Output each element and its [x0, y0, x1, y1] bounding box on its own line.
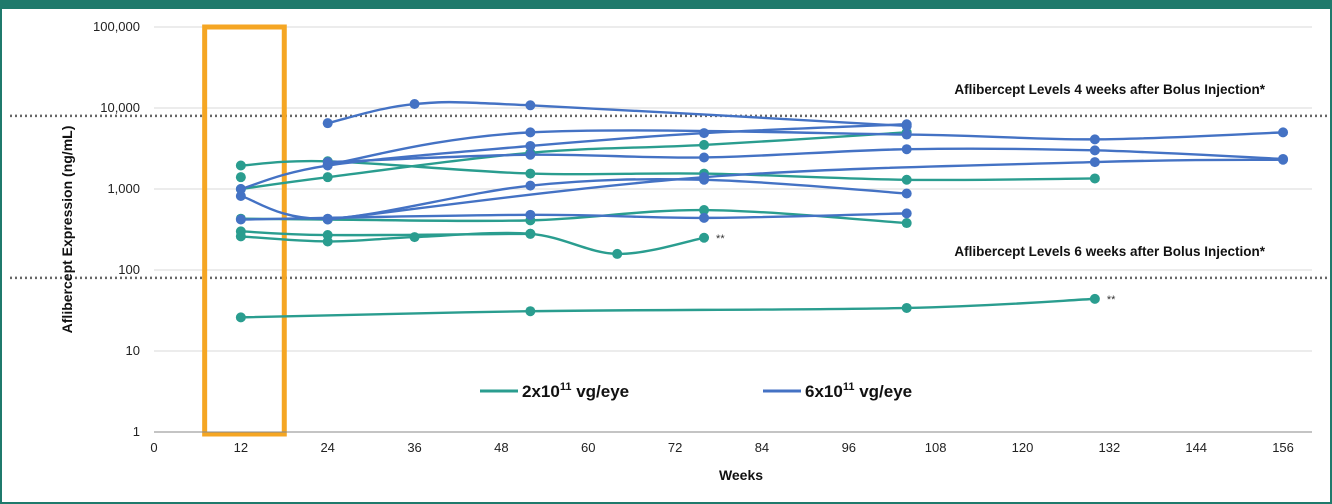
- y-tick-label: 10,000: [100, 100, 140, 115]
- legend: 2x1011 vg/eye 6x1011 vg/eye: [480, 381, 912, 401]
- data-point: [901, 174, 912, 185]
- data-point: [901, 129, 912, 140]
- series-line: [240, 297, 1095, 319]
- x-tick-label: 60: [581, 440, 595, 455]
- legend-label: 6x1011 vg/eye: [805, 381, 912, 401]
- series-line: [240, 131, 907, 191]
- data-point: [699, 172, 710, 183]
- series-line: [327, 100, 907, 128]
- series-line: [327, 158, 1284, 221]
- series-line: [240, 159, 1095, 182]
- x-tick-label: 48: [494, 440, 508, 455]
- y-tick-label: 10: [126, 343, 140, 358]
- data-point: [901, 208, 912, 219]
- data-point: [1278, 154, 1289, 165]
- data-point: [1089, 173, 1100, 184]
- data-point: [699, 152, 710, 163]
- data-point: [235, 231, 246, 242]
- data-point: [322, 236, 333, 247]
- legend-label: 2x1011 vg/eye: [522, 381, 629, 401]
- series-line: [327, 147, 1284, 164]
- y-tick-label: 100: [118, 262, 140, 277]
- data-point: [409, 232, 420, 243]
- data-point: [235, 190, 246, 201]
- data-point: [322, 118, 333, 129]
- data-point: [1278, 127, 1289, 138]
- y-axis-tick-labels: 1 10 100 1,000 10,000 100,000: [93, 19, 140, 439]
- data-point: [235, 214, 246, 225]
- point-annotation: **: [1107, 294, 1116, 306]
- data-point: [322, 157, 333, 168]
- x-tick-label: 36: [407, 440, 421, 455]
- series-line: [240, 212, 907, 221]
- data-point: [525, 100, 536, 111]
- data-point: [699, 139, 710, 150]
- reference-line-label: Aflibercept Levels 4 weeks after Bolus I…: [954, 82, 1265, 97]
- data-point: [525, 149, 536, 160]
- data-point: [525, 180, 536, 191]
- data-point: [1089, 134, 1100, 145]
- data-point: [525, 168, 536, 179]
- data-point: [699, 212, 710, 223]
- data-point: [1089, 293, 1100, 304]
- series-line: [240, 178, 907, 220]
- data-point: [525, 127, 536, 138]
- data-point: [699, 128, 710, 139]
- point-annotation: **: [716, 233, 725, 245]
- data-point: [235, 312, 246, 323]
- data-point: [322, 214, 333, 225]
- x-tick-label: 144: [1185, 440, 1207, 455]
- x-tick-label: 108: [925, 440, 947, 455]
- x-axis-title: Weeks: [719, 467, 763, 483]
- x-tick-label: 12: [234, 440, 248, 455]
- data-point: [699, 232, 710, 243]
- data-point: [235, 184, 246, 194]
- gridlines: [154, 26, 1312, 352]
- data-point: [901, 144, 912, 155]
- series-lines: [240, 100, 1284, 319]
- reference-line-label: Aflibercept Levels 6 weeks after Bolus I…: [954, 244, 1265, 259]
- data-point: [1089, 157, 1100, 168]
- data-point: [901, 119, 912, 130]
- reference-lines: Aflibercept Levels 4 weeks after Bolus I…: [10, 82, 1328, 280]
- data-point: [525, 209, 536, 220]
- series-markers: ** **: [235, 99, 1289, 323]
- data-point: [525, 228, 536, 239]
- series-line: [327, 129, 1284, 166]
- x-axis-tick-labels: 0 12 24 36 48 60 72 84 96 108 120 132 144 156: [150, 440, 1294, 455]
- data-point: [525, 306, 536, 317]
- data-point: [235, 172, 246, 183]
- series-line: [240, 231, 705, 256]
- data-point: [901, 218, 912, 229]
- highlight-box: [202, 24, 287, 437]
- x-tick-label: 72: [668, 440, 682, 455]
- x-tick-label: 120: [1012, 440, 1034, 455]
- x-tick-label: 132: [1098, 440, 1120, 455]
- y-tick-label: 1: [133, 424, 140, 439]
- x-tick-label: 24: [320, 440, 334, 455]
- data-point: [901, 188, 912, 199]
- data-point: [1089, 145, 1100, 156]
- x-tick-label: 84: [755, 440, 769, 455]
- y-tick-label: 100,000: [93, 19, 140, 34]
- data-point: [612, 248, 623, 259]
- data-point: [409, 99, 420, 110]
- data-point: [525, 140, 536, 151]
- data-point: [699, 205, 710, 216]
- y-tick-label: 1,000: [107, 181, 140, 196]
- data-point: [901, 302, 912, 313]
- x-tick-label: 156: [1272, 440, 1294, 455]
- data-point: [235, 160, 246, 171]
- x-tick-label: 96: [842, 440, 856, 455]
- y-axis-title: Aflibercept Expression (ng/mL): [59, 126, 75, 334]
- x-tick-label: 0: [150, 440, 157, 455]
- data-point: [322, 172, 333, 183]
- series-line: [240, 123, 907, 191]
